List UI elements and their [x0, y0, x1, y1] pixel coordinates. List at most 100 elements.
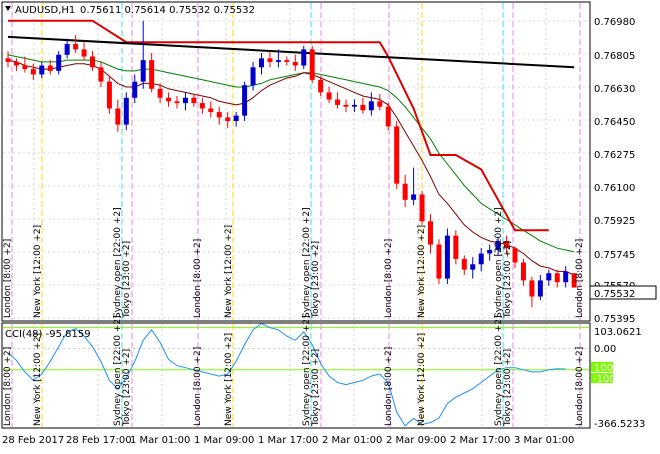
- candle-bear: [98, 67, 104, 82]
- session-label-tokyo: Tokyo [23:00 +2]: [311, 349, 321, 427]
- time-label: 1 Mar 17:00: [258, 435, 318, 446]
- price-tick: 0.76100: [594, 183, 635, 194]
- candle-bear: [512, 248, 518, 263]
- candle-bear: [30, 69, 36, 75]
- price-axis: 0.76980 0.76805 0.76630 0.76450 0.76275 …: [589, 17, 657, 325]
- cci-tick-top: 103.0621: [594, 327, 642, 338]
- candle-bear: [461, 258, 467, 270]
- cci-tick-bottom: -366.5233: [594, 419, 645, 430]
- session-label-newyork: New York [12:00 +2]: [224, 225, 234, 318]
- candle-bull: [182, 97, 188, 104]
- candle-bear: [47, 65, 53, 71]
- session-label-sydney: Sydney open [22:00 +2]: [302, 315, 312, 426]
- cci-level-badge-minus: [591, 373, 613, 383]
- triangle-down-icon[interactable]: [5, 6, 11, 11]
- candle-bear: [402, 183, 408, 200]
- session-label-tokyo: Tokyo [23:00 +2]: [503, 241, 513, 319]
- candle-bull: [39, 65, 45, 75]
- ma-slow-line: [7, 54, 575, 253]
- session-label-sydney: Sydney open [22:00 +2]: [494, 315, 504, 426]
- session-label-sydney: Sydney open [22:00 +2]: [113, 207, 123, 318]
- candle-bear: [428, 221, 433, 245]
- session-label-london: London [8:00 +2]: [575, 347, 585, 426]
- candle-bear: [115, 108, 121, 125]
- candle-bear: [394, 126, 400, 184]
- candle-bear: [326, 92, 332, 100]
- price-tick: 0.75395: [594, 314, 635, 325]
- candle-bull: [242, 85, 248, 116]
- candle-bull: [495, 241, 501, 250]
- session-lines-layer: [11, 3, 581, 427]
- time-label: 3 Mar 01:00: [514, 435, 574, 446]
- time-label: 2 Mar 01:00: [322, 435, 382, 446]
- main-pane-frame: [1, 1, 591, 322]
- candle-bear: [360, 104, 366, 111]
- candle-bear: [81, 49, 87, 57]
- session-label-tokyo: Tokyo [23:00 +2]: [122, 349, 132, 427]
- session-label-newyork: New York [12:00 +2]: [417, 333, 427, 426]
- symbol-title: AUDUSD,H1: [15, 5, 75, 16]
- session-label-newyork: New York [12:00 +2]: [417, 225, 427, 318]
- cci-title: CCI(48) -95.8159: [5, 329, 91, 340]
- candle-bull: [546, 273, 552, 281]
- candle-bull: [301, 49, 307, 66]
- candle-bear: [318, 79, 324, 93]
- candle-bear: [520, 262, 526, 281]
- session-label-sydney: Sydney open [22:00 +2]: [494, 207, 504, 318]
- time-label: 28 Feb 17:00: [66, 435, 132, 446]
- candle-bear: [216, 112, 222, 118]
- session-label-tokyo: Tokyo [23:00 +2]: [503, 349, 513, 427]
- session-label-sydney: Sydney open [22:00 +2]: [113, 315, 123, 426]
- price-tick: 0.75925: [594, 216, 635, 227]
- time-label: 2 Mar 17:00: [450, 435, 510, 446]
- time-label: 2 Mar 09:00: [386, 435, 446, 446]
- session-label-london: London [8:00 +2]: [193, 347, 203, 426]
- cci-axis: 103.0621 0.00 100 -100 -366.5233: [591, 327, 645, 430]
- candle-bear: [174, 101, 180, 104]
- candle-bear: [73, 44, 79, 50]
- time-axis: 28 Feb 2017 28 Feb 17:00 1 Mar 01:00 1 M…: [2, 435, 574, 446]
- candle-bull: [123, 97, 129, 125]
- session-label-newyork: New York [12:00 +2]: [33, 225, 43, 318]
- candle-bear: [309, 49, 315, 80]
- candle-bear: [267, 58, 273, 62]
- candle-bear: [504, 241, 510, 249]
- candle-bear: [529, 280, 535, 297]
- session-labels-cci: London [8:00 +2] New York [12:00 +2] Syd…: [3, 315, 585, 427]
- session-label-london: London [8:00 +2]: [575, 239, 585, 318]
- candle-bull: [233, 115, 239, 122]
- candle-bull: [537, 280, 543, 297]
- candle-bull: [444, 235, 450, 279]
- cci-level-badge-plus: [591, 362, 613, 372]
- candle-bull: [259, 58, 264, 68]
- time-label: 1 Mar 01:00: [130, 435, 190, 446]
- session-label-newyork: New York [12:00 +2]: [33, 333, 43, 426]
- candle-bear: [377, 101, 383, 107]
- current-price-label: 0.75532: [594, 289, 635, 300]
- candle-bear: [191, 97, 197, 104]
- session-label-sydney: Sydney open [22:00 +2]: [302, 207, 312, 318]
- candle-bear: [166, 97, 172, 102]
- session-labels: London [8:00 +2] New York [12:00 +2] Syd…: [3, 207, 585, 319]
- candle-bear: [292, 61, 298, 66]
- candle-bear: [157, 88, 163, 98]
- stop-line: [8, 19, 549, 232]
- candle-bear: [199, 103, 205, 109]
- price-tick: 0.76630: [594, 84, 635, 95]
- indicators-layer: [7, 19, 575, 276]
- session-label-newyork: New York [12:00 +2]: [224, 333, 234, 426]
- session-label-london: London [8:00 +2]: [384, 347, 394, 426]
- candle-bull: [487, 249, 493, 254]
- candle-bear: [343, 104, 349, 107]
- candle-bear: [90, 56, 95, 68]
- cci-layer: [3, 322, 589, 427]
- current-price-badge: [589, 285, 657, 300]
- price-tick: 0.76450: [594, 117, 635, 128]
- candle-bull: [470, 264, 476, 270]
- cci-level-plus-label: 100: [594, 363, 613, 374]
- candle-bear: [149, 60, 155, 89]
- price-tick: 0.76980: [594, 17, 635, 28]
